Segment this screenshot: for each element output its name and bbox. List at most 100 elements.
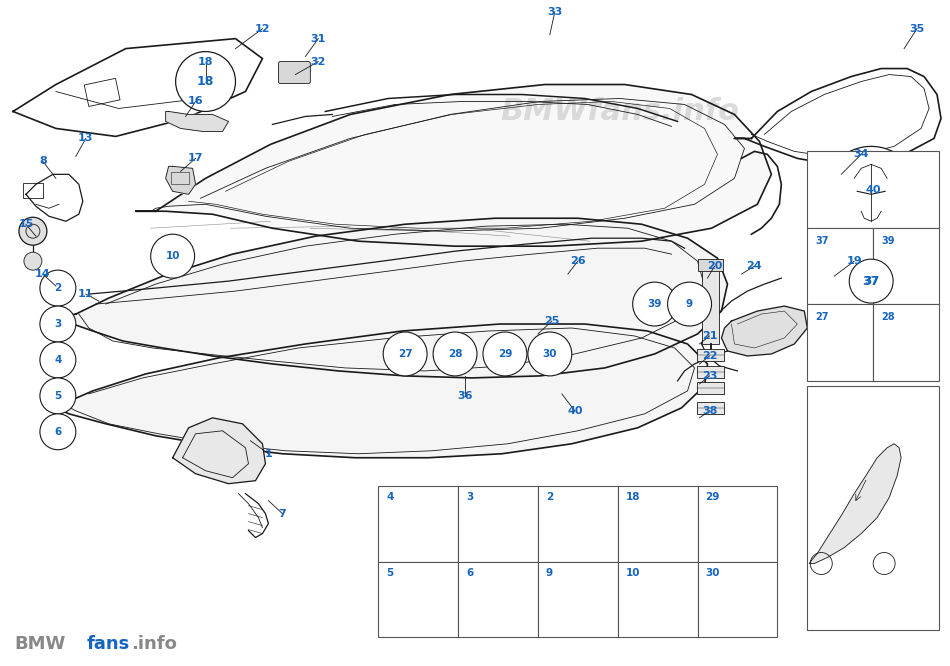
Bar: [808, 386, 939, 631]
Bar: [873, 228, 939, 304]
Bar: [696, 366, 725, 378]
Text: 29: 29: [498, 349, 512, 359]
Text: 39: 39: [648, 299, 662, 309]
Bar: [808, 151, 939, 228]
Text: 14: 14: [35, 269, 50, 279]
Text: 37: 37: [815, 236, 828, 246]
Text: 23: 23: [702, 371, 717, 381]
Text: 8: 8: [39, 157, 47, 166]
Polygon shape: [721, 306, 807, 356]
Bar: [23, 183, 43, 198]
Text: 21: 21: [702, 331, 717, 341]
Text: 19: 19: [846, 256, 862, 266]
Text: 27: 27: [398, 349, 412, 359]
Bar: [618, 486, 697, 561]
Circle shape: [668, 282, 712, 326]
Text: 25: 25: [544, 316, 560, 326]
Text: 4: 4: [387, 492, 393, 501]
Text: 38: 38: [702, 406, 717, 416]
Bar: [458, 486, 538, 561]
Bar: [697, 561, 777, 637]
Bar: [696, 382, 725, 394]
Bar: [458, 561, 538, 637]
Circle shape: [40, 306, 76, 342]
Bar: [538, 561, 618, 637]
Polygon shape: [13, 39, 262, 137]
Circle shape: [824, 147, 919, 242]
Text: 34: 34: [853, 149, 869, 159]
Circle shape: [483, 332, 527, 376]
Text: 37: 37: [863, 274, 880, 288]
Circle shape: [24, 252, 42, 270]
Text: 33: 33: [547, 7, 562, 17]
Bar: [378, 486, 458, 561]
Bar: [808, 228, 873, 304]
Text: 3: 3: [466, 492, 473, 501]
Polygon shape: [165, 111, 229, 131]
Text: 27: 27: [815, 312, 828, 322]
Text: .info: .info: [131, 635, 177, 653]
Circle shape: [176, 51, 236, 111]
Text: 36: 36: [457, 391, 473, 401]
Text: 31: 31: [311, 33, 326, 43]
Text: 6: 6: [466, 567, 473, 577]
Bar: [696, 402, 725, 414]
Bar: [378, 561, 458, 637]
Circle shape: [849, 259, 893, 303]
Text: 15: 15: [18, 219, 33, 229]
Bar: [696, 349, 725, 361]
Text: BMW: BMW: [14, 635, 66, 653]
Text: 18: 18: [626, 492, 640, 501]
Text: 20: 20: [707, 261, 722, 271]
Text: 22: 22: [702, 351, 717, 361]
Circle shape: [528, 332, 572, 376]
Bar: [85, 79, 120, 107]
Circle shape: [151, 234, 195, 278]
Polygon shape: [809, 444, 902, 563]
Text: fans: fans: [86, 635, 130, 653]
Text: 30: 30: [706, 567, 720, 577]
Text: 13: 13: [78, 133, 93, 143]
Circle shape: [40, 414, 76, 450]
Circle shape: [40, 378, 76, 414]
Text: 9: 9: [546, 567, 553, 577]
Text: 7: 7: [278, 509, 286, 519]
Text: 2: 2: [54, 283, 62, 293]
Circle shape: [839, 249, 903, 313]
Text: 37: 37: [864, 276, 879, 286]
Text: 6: 6: [54, 427, 62, 437]
Text: 11: 11: [78, 289, 93, 299]
Circle shape: [633, 282, 676, 326]
Text: 40: 40: [865, 184, 881, 194]
Text: 32: 32: [311, 57, 326, 67]
Polygon shape: [63, 218, 728, 378]
Text: 12: 12: [255, 23, 270, 34]
Circle shape: [383, 332, 428, 376]
Polygon shape: [734, 69, 941, 165]
Text: 4: 4: [54, 355, 62, 365]
Polygon shape: [173, 418, 265, 484]
Bar: [538, 486, 618, 561]
Text: 39: 39: [882, 236, 895, 246]
Text: BMWfans.info: BMWfans.info: [500, 97, 739, 126]
Bar: [171, 172, 189, 184]
Circle shape: [40, 270, 76, 306]
Text: 1: 1: [264, 449, 273, 459]
Circle shape: [40, 342, 76, 378]
Polygon shape: [136, 85, 771, 246]
Bar: [873, 304, 939, 381]
Text: 5: 5: [54, 391, 62, 401]
Bar: [697, 259, 724, 271]
Text: 29: 29: [706, 492, 720, 501]
Text: 10: 10: [165, 251, 180, 261]
FancyBboxPatch shape: [278, 61, 311, 83]
Bar: [697, 486, 777, 561]
Bar: [701, 269, 719, 344]
Text: 26: 26: [570, 256, 585, 266]
Text: 16: 16: [188, 97, 203, 107]
Text: 17: 17: [188, 153, 203, 163]
Bar: [808, 304, 873, 381]
Circle shape: [433, 332, 477, 376]
Text: 24: 24: [747, 261, 762, 271]
Text: 2: 2: [546, 492, 553, 501]
